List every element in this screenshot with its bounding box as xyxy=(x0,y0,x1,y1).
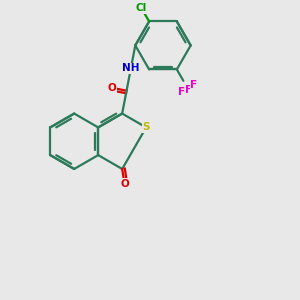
Text: F: F xyxy=(178,87,185,97)
Text: NH: NH xyxy=(122,63,140,73)
Text: S: S xyxy=(142,122,150,132)
Text: O: O xyxy=(120,179,129,189)
Text: O: O xyxy=(108,83,117,93)
Text: F: F xyxy=(190,80,197,90)
Text: Cl: Cl xyxy=(136,3,147,13)
Text: F: F xyxy=(185,85,193,95)
